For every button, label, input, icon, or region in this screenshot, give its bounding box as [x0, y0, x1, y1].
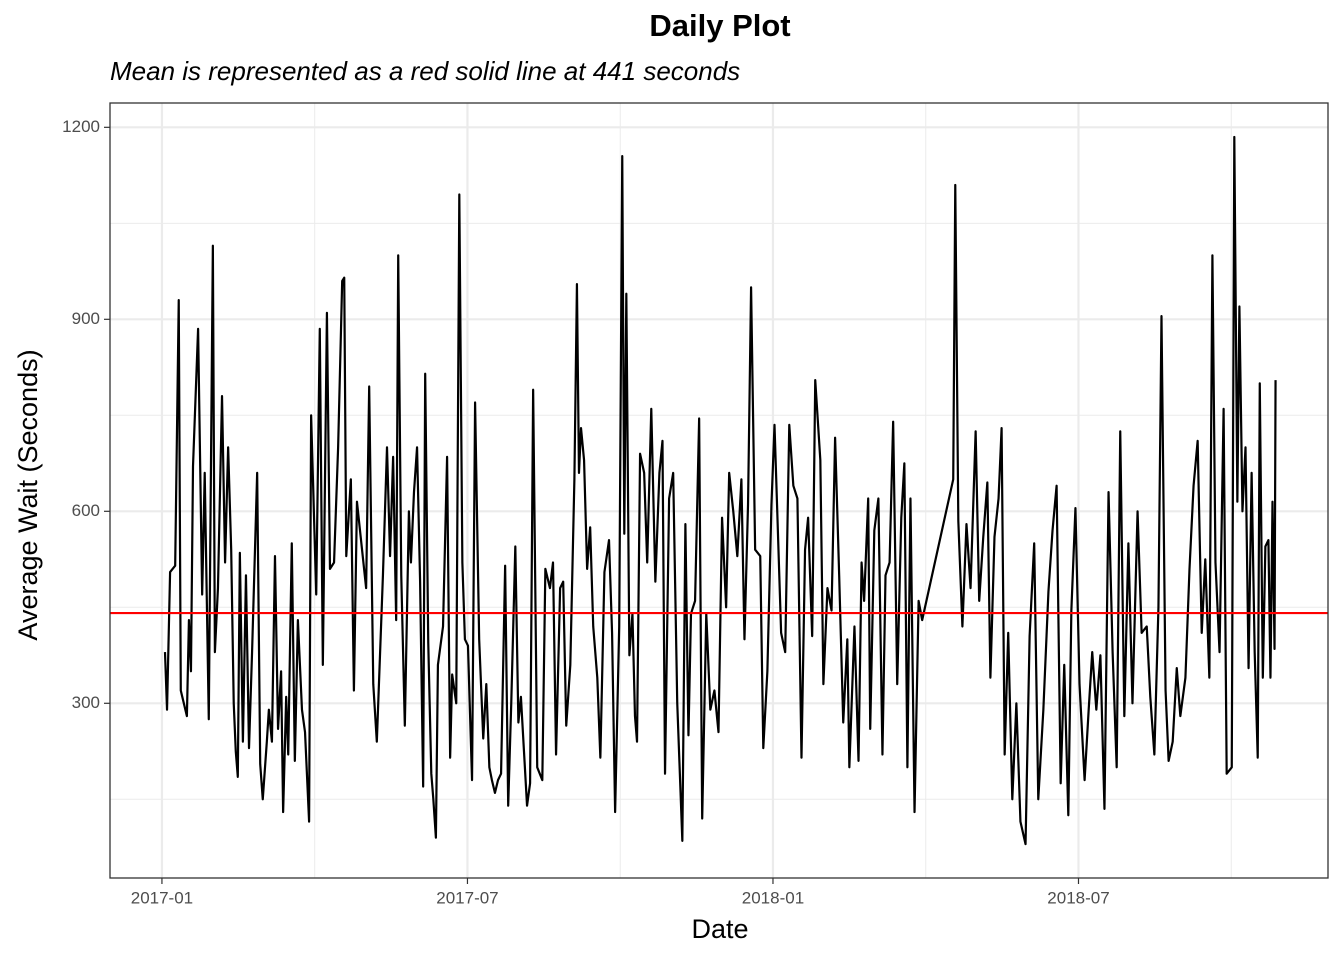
- x-axis-label: Date: [691, 914, 748, 944]
- x-tick-label: 2018-01: [742, 888, 804, 907]
- chart-subtitle: Mean is represented as a red solid line …: [110, 56, 740, 86]
- x-tick-label: 2017-07: [436, 888, 498, 907]
- y-tick-label: 300: [72, 693, 100, 712]
- data-line: [163, 135, 1277, 846]
- panel-border: [109, 102, 1329, 879]
- y-tick-label: 900: [72, 309, 100, 328]
- y-axis-label: Average Wait (Seconds): [13, 349, 43, 640]
- x-tick-label: 2017-01: [131, 888, 193, 907]
- chart-title: Daily Plot: [649, 8, 790, 43]
- y-tick-label: 600: [72, 501, 100, 520]
- y-tick-label: 1200: [62, 117, 100, 136]
- x-tick-label: 2018-07: [1047, 888, 1109, 907]
